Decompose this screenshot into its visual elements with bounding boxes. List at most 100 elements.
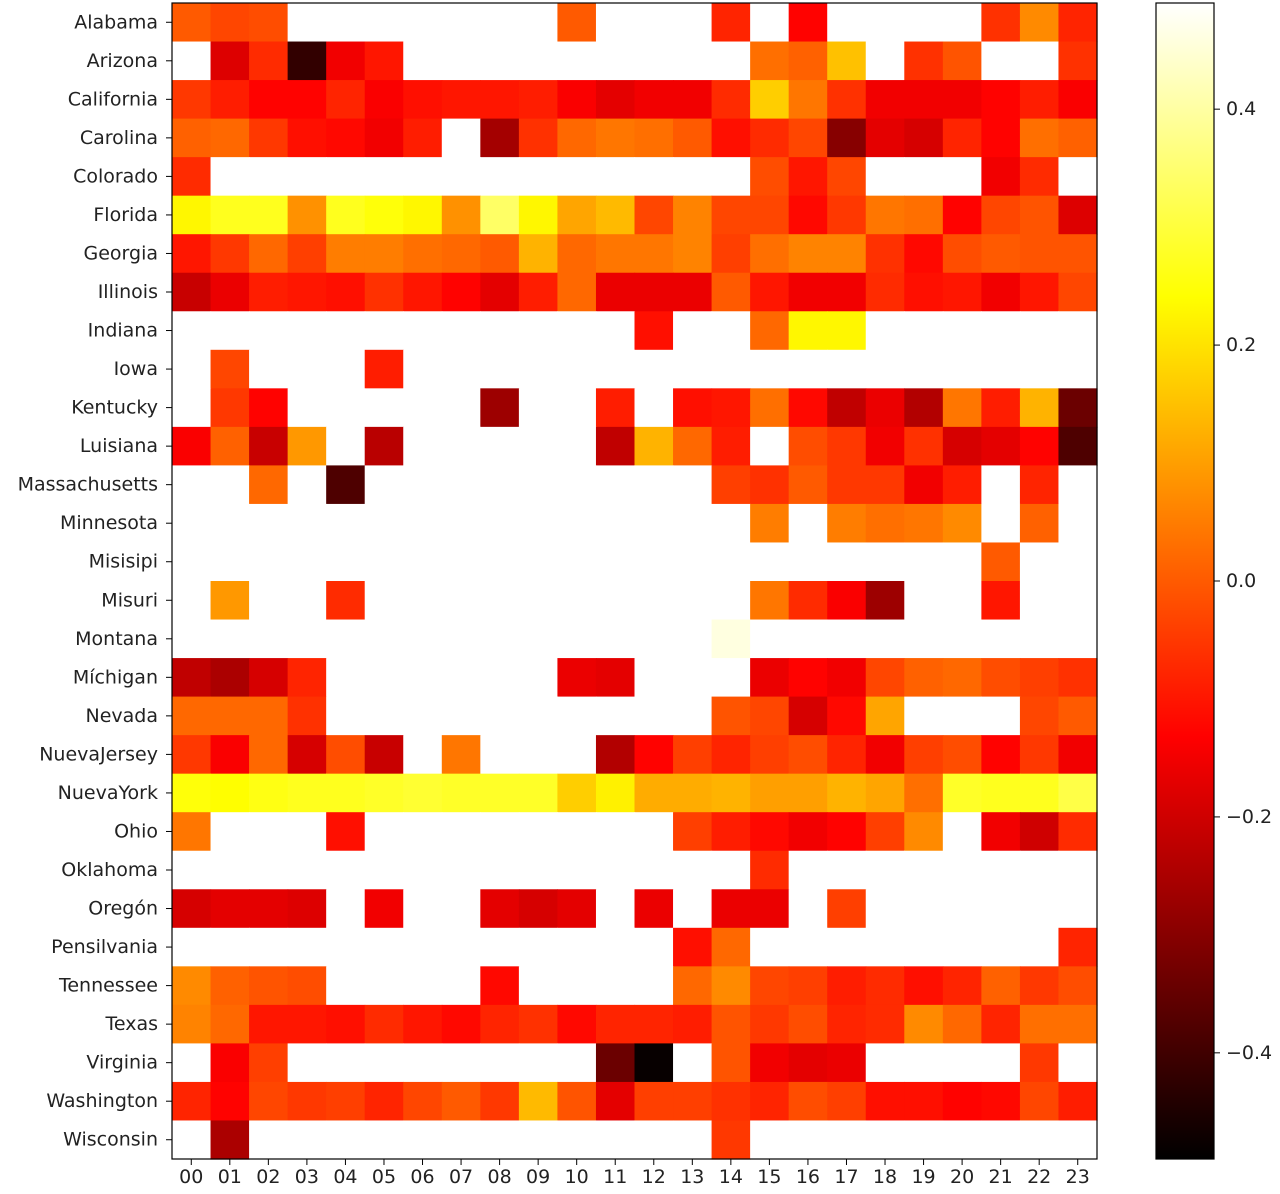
heatmap-cell [172, 696, 212, 736]
heatmap-cell [441, 1081, 481, 1122]
heatmap-cell [518, 80, 559, 120]
heatmap-cell [1058, 812, 1098, 852]
heatmap-cell [595, 850, 636, 890]
heatmap-cell [210, 503, 250, 544]
heatmap-cell [441, 773, 481, 813]
heatmap-cell [480, 157, 520, 197]
heatmap-cell [673, 619, 713, 659]
x-tick-label: 22 [1027, 1166, 1051, 1188]
heatmap-cell [287, 80, 327, 120]
y-tick-label: Oregón [88, 898, 158, 920]
heatmap-cell [673, 850, 713, 890]
heatmap-cell [1019, 850, 1060, 890]
heatmap-cell [557, 80, 597, 120]
heatmap-cell [673, 118, 713, 158]
heatmap-cell [403, 234, 443, 274]
heatmap-cell [673, 889, 713, 929]
heatmap-cell [441, 234, 481, 274]
heatmap-cell [403, 1081, 443, 1122]
heatmap-cell [441, 157, 481, 197]
heatmap-cell [981, 1043, 1021, 1083]
heatmap-cell [364, 311, 404, 351]
heatmap-cell [557, 3, 597, 43]
heatmap-cell [981, 889, 1021, 929]
heatmap-cell [287, 889, 327, 929]
heatmap-cell [326, 619, 366, 659]
heatmap-cell [210, 1043, 250, 1083]
heatmap-cell [249, 889, 289, 929]
heatmap-cell [1019, 195, 1060, 235]
heatmap-cell [557, 850, 597, 890]
heatmap-cell [441, 1004, 481, 1044]
heatmap-cell [942, 966, 982, 1006]
heatmap-cell [673, 812, 713, 852]
heatmap-cell [480, 80, 520, 120]
heatmap-cell [441, 966, 481, 1006]
heatmap-cell [827, 735, 867, 775]
heatmap-cell [711, 349, 751, 389]
heatmap-cell [480, 658, 520, 698]
heatmap-cell [403, 195, 443, 235]
heatmap-cell [441, 118, 481, 158]
heatmap-cell [287, 503, 327, 544]
heatmap-cell [557, 1081, 597, 1122]
heatmap-cell [673, 80, 713, 120]
heatmap-cell [364, 503, 404, 544]
heatmap-cell [249, 118, 289, 158]
heatmap-cell [441, 889, 481, 929]
heatmap-cell [634, 850, 674, 890]
heatmap-cell [210, 658, 250, 698]
heatmap-cell [480, 503, 520, 544]
heatmap-cell [403, 850, 443, 890]
colorbar-tick-label: 0.2 [1226, 334, 1256, 356]
heatmap-cell [1058, 889, 1098, 929]
heatmap-cell [595, 542, 636, 582]
heatmap-cell [326, 696, 366, 736]
heatmap-cell [172, 735, 212, 775]
heatmap-cell [750, 773, 790, 813]
heatmap-cell [364, 1081, 404, 1122]
x-axis: 00 01 02 03 04 05 06 07 08 09 10 11 12 13 14 15 16 17 18 19… [179, 1159, 1090, 1188]
heatmap-cell [441, 812, 481, 852]
heatmap-cell [518, 426, 559, 466]
heatmap-cell [634, 426, 674, 466]
heatmap-cell [634, 272, 674, 312]
heatmap-cell [287, 426, 327, 466]
heatmap-cell [364, 812, 404, 852]
heatmap-cell [904, 966, 944, 1006]
heatmap-cell [711, 426, 751, 466]
heatmap-cell [1019, 966, 1060, 1006]
heatmap-cell [557, 735, 597, 775]
heatmap-cell [595, 696, 636, 736]
heatmap-cell [904, 195, 944, 235]
heatmap-cell [788, 1081, 828, 1122]
heatmap-cell [942, 658, 982, 698]
heatmap-cell [403, 503, 443, 544]
heatmap-cell [249, 503, 289, 544]
heatmap-cell [557, 812, 597, 852]
heatmap-cell [1019, 465, 1060, 505]
heatmap-cell [172, 966, 212, 1006]
heatmap-cell [287, 1004, 327, 1044]
heatmap-cell [480, 272, 520, 312]
heatmap-cell [750, 503, 790, 544]
heatmap-cell [518, 195, 559, 235]
heatmap-cell [750, 41, 790, 81]
heatmap-cell [557, 465, 597, 505]
x-tick-label: 01 [218, 1166, 242, 1188]
heatmap-cell [326, 542, 366, 582]
heatmap-cell [557, 542, 597, 582]
heatmap-cell [595, 581, 636, 621]
heatmap-cell [441, 1043, 481, 1083]
heatmap-cell [557, 195, 597, 235]
heatmap-cell [750, 542, 790, 582]
heatmap-cell [249, 388, 289, 428]
heatmap-cell [172, 773, 212, 813]
heatmap-cell [210, 195, 250, 235]
heatmap-cell [904, 426, 944, 466]
heatmap-cell [788, 272, 828, 312]
heatmap-cell [287, 195, 327, 235]
heatmap-cell [1058, 542, 1098, 582]
x-tick-label: 10 [565, 1166, 589, 1188]
heatmap-cell [1058, 195, 1098, 235]
